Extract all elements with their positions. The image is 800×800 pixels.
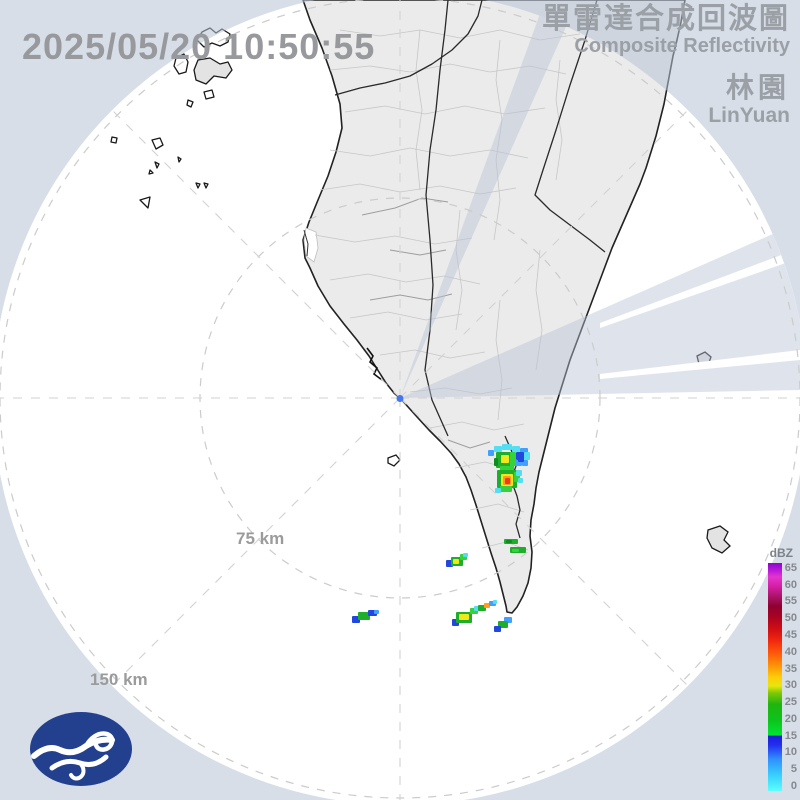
reflectivity-echoes: [352, 444, 530, 632]
colorbar-tick: 55: [784, 595, 797, 607]
beam-blockage-sectors: [400, 0, 800, 398]
colorbar-tick: 35: [784, 663, 797, 675]
sandbar-line: [303, 229, 309, 257]
colorbar-tick: 5: [790, 763, 797, 775]
taiwan-landmass: [302, 0, 686, 614]
colorbar-tick: 25: [784, 696, 797, 708]
colorbar-tick: 60: [784, 579, 797, 591]
lanyu-island: [706, 525, 731, 554]
township-boundaries: [199, 29, 581, 551]
colorbar-tick: 65: [784, 562, 797, 574]
colorbar-tick: 15: [784, 730, 797, 742]
cwb-logo: [30, 712, 132, 786]
colorbar-tick: 40: [784, 646, 797, 658]
colorbar-tick: 50: [784, 612, 797, 624]
colorbar: [768, 563, 782, 791]
colorbar-tick: 45: [784, 629, 797, 641]
xiaoliuqiu-island: [387, 454, 401, 467]
harbor-breakwater: [366, 347, 383, 381]
colorbar-tick: 10: [784, 746, 797, 758]
radar-site-marker: [396, 395, 404, 402]
colorbar-tick: 30: [784, 679, 797, 691]
colorbar-tick: 0: [790, 780, 797, 792]
colorbar-tick: 20: [784, 713, 797, 725]
